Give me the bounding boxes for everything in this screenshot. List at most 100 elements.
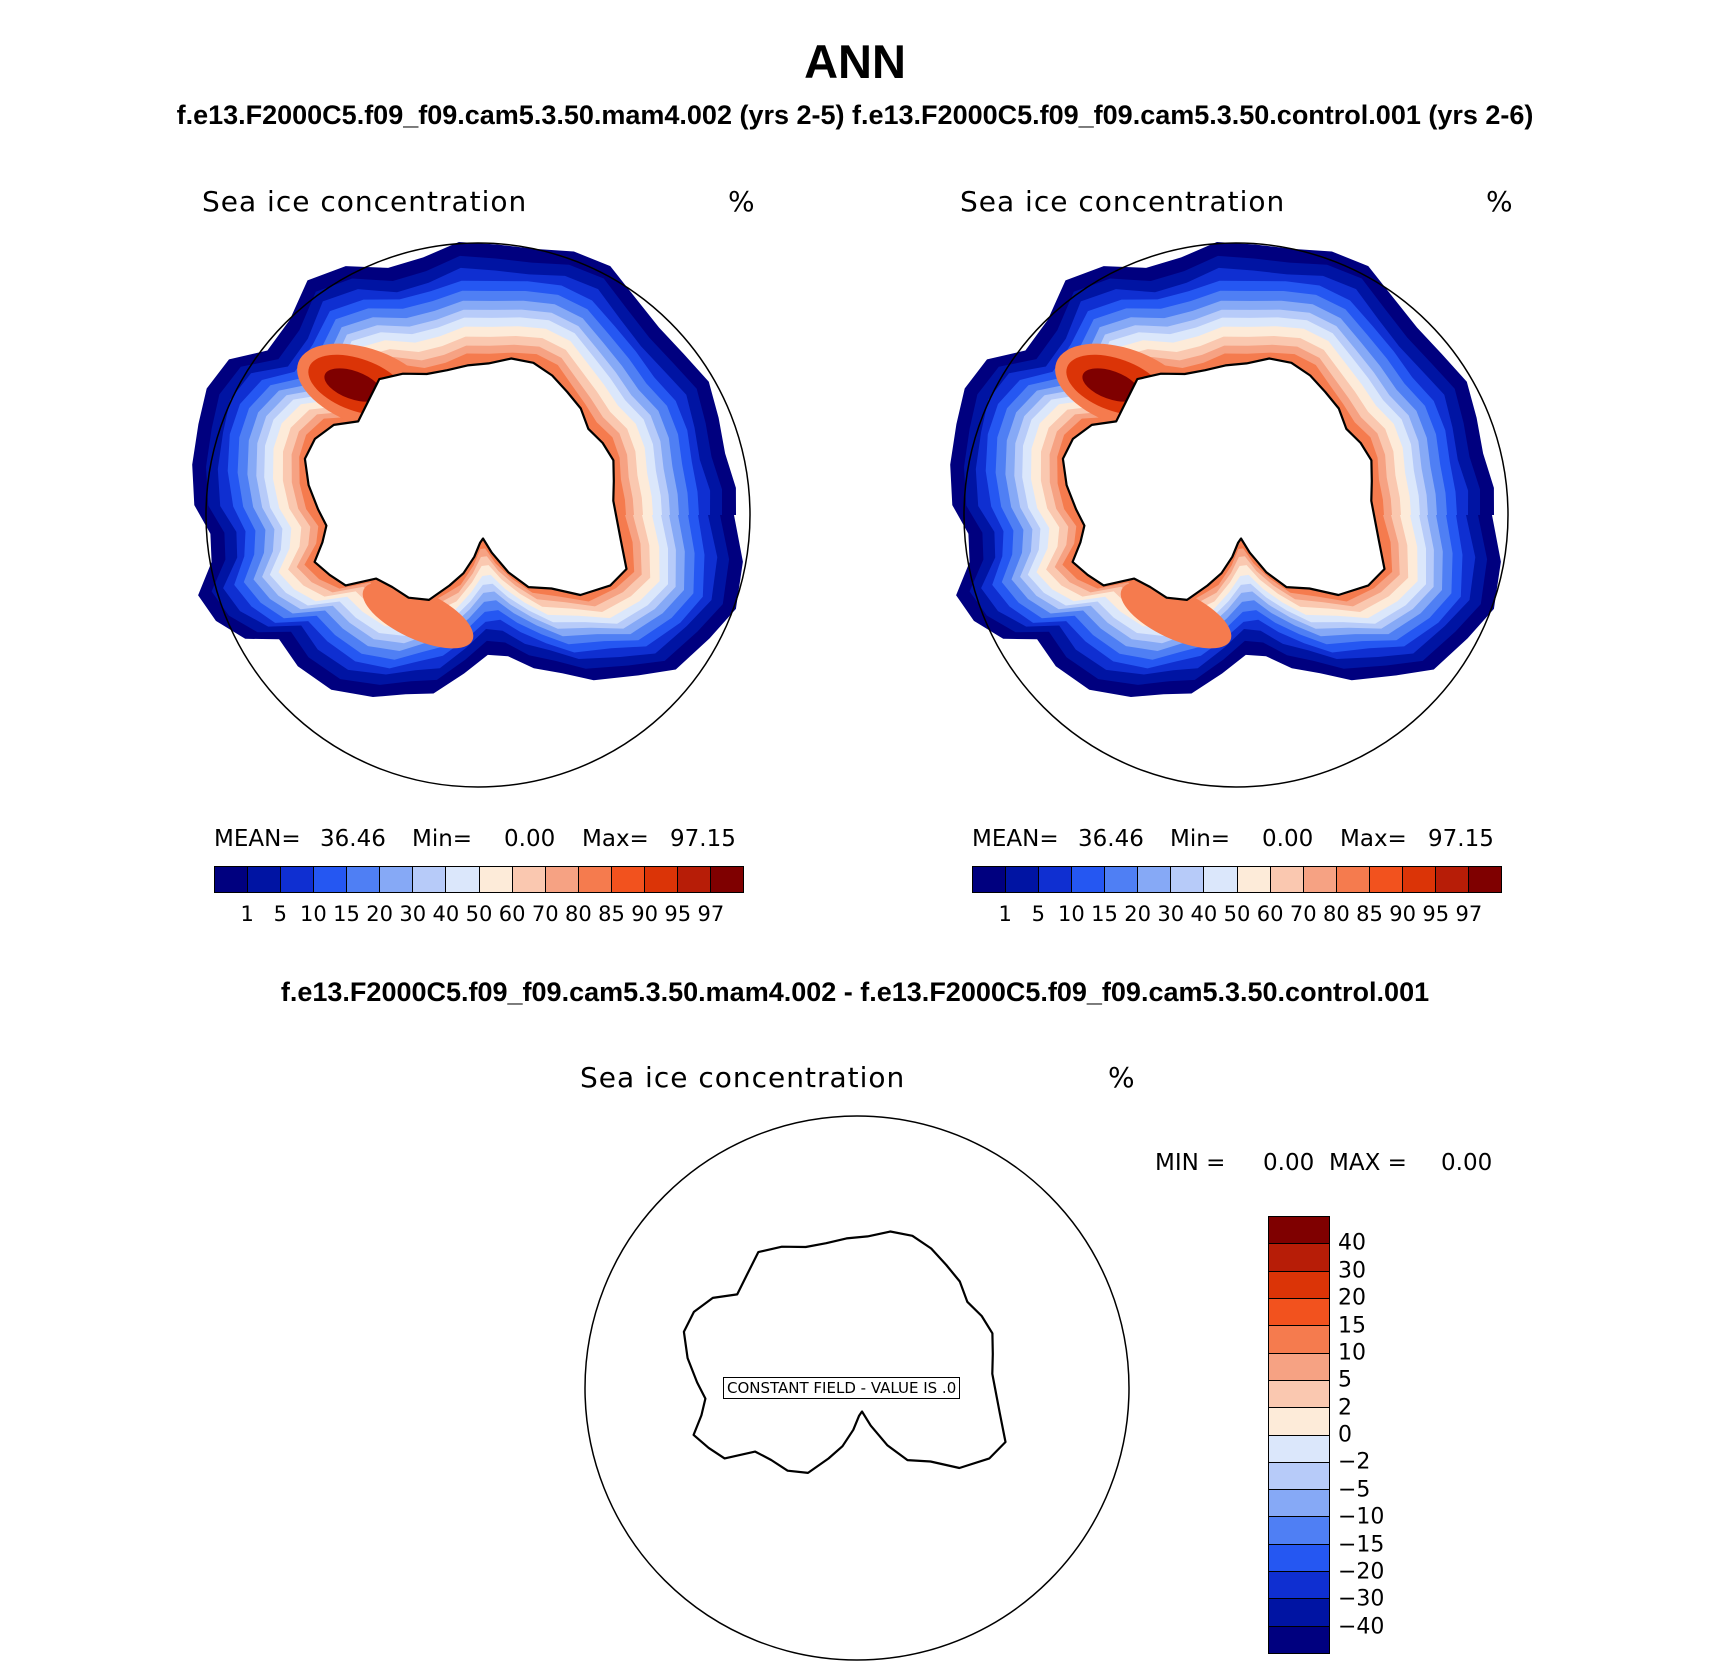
- colorbar-tick-label: 50: [1223, 902, 1251, 926]
- colorbar-tick-label: 10: [1058, 902, 1085, 926]
- cases-title: f.e13.F2000C5.f09_f09.cam5.3.50.mam4.002…: [176, 100, 1534, 130]
- colorbar-tick-label: −5: [1338, 1477, 1371, 1503]
- map-boundary-circle: [205, 242, 751, 788]
- colorbar-swatch: [677, 867, 711, 892]
- panel3-min-value: 0.00: [1263, 1150, 1315, 1176]
- colorbar-swatch: [1269, 1244, 1329, 1272]
- colorbar-swatch: [1269, 1217, 1329, 1245]
- panel1-colorbar: [214, 866, 744, 893]
- colorbar-swatch: [1269, 1435, 1329, 1463]
- colorbar-swatch: [413, 867, 447, 892]
- colorbar-swatch: [1204, 867, 1238, 892]
- panel1-units: %: [728, 185, 756, 218]
- colorbar-tick-label: 60: [1256, 902, 1284, 926]
- constant-field-label: CONSTANT FIELD - VALUE IS .0: [723, 1377, 961, 1399]
- panel3-min-label: MIN =: [1155, 1150, 1226, 1176]
- panel2-min-value: 0.00: [1262, 826, 1314, 852]
- colorbar-tick-label: 20: [1338, 1285, 1366, 1311]
- panel1-mean-value: 36.46: [320, 826, 386, 852]
- panel3-units: %: [1108, 1061, 1136, 1094]
- colorbar-swatch: [644, 867, 678, 892]
- colorbar-swatch: [347, 867, 381, 892]
- colorbar-swatch: [1269, 1572, 1329, 1600]
- panel3-colorbar-ticks: 40 30 20 15 10 5 2 0 −2 −5 −10 −15 −20 −30 −40: [1338, 1216, 1398, 1654]
- colorbar-swatch: [281, 867, 315, 892]
- panel2-colorbar-ticks: 1 5 10 15 20 30 40 50 60 70 80 85 90 95 97: [972, 902, 1502, 928]
- colorbar-swatch: [380, 867, 414, 892]
- colorbar-swatch: [1039, 867, 1073, 892]
- panel2-variable: Sea ice concentration: [960, 185, 1286, 218]
- colorbar-swatch: [1402, 867, 1436, 892]
- colorbar-tick-label: 15: [1091, 902, 1118, 926]
- colorbar-swatch: [1269, 1326, 1329, 1354]
- colorbar-swatch: [973, 867, 1007, 892]
- colorbar-tick-label: 15: [333, 902, 360, 926]
- colorbar-swatch: [248, 867, 282, 892]
- colorbar-swatch: [1369, 867, 1403, 892]
- antarctica-coastline: [682, 1230, 1007, 1474]
- colorbar-tick-label: 90: [1389, 902, 1416, 926]
- colorbar-tick-label: 70: [1289, 902, 1317, 926]
- colorbar-tick-label: 60: [498, 902, 526, 926]
- ice-patch-weddell: [324, 368, 382, 402]
- panel1-min-value: 0.00: [504, 826, 556, 852]
- colorbar-swatch: [1269, 1271, 1329, 1299]
- panel2-colorbar: [972, 866, 1502, 893]
- colorbar-swatch: [710, 867, 743, 892]
- colorbar-swatch: [611, 867, 645, 892]
- panel1-colorbar-ticks: 1 5 10 15 20 30 40 50 60 70 80 85 90 95 97: [214, 902, 744, 928]
- ice-patch-ross: [362, 581, 474, 649]
- colorbar-swatch: [1269, 1353, 1329, 1381]
- colorbar-tick-label: 0: [1338, 1422, 1352, 1448]
- colorbar-swatch: [1269, 1380, 1329, 1409]
- season-title: ANN: [804, 35, 906, 88]
- colorbar-tick-label: 40: [1338, 1230, 1366, 1256]
- antarctica-coastline: [303, 357, 628, 601]
- colorbar-tick-label: 85: [1356, 902, 1383, 926]
- colorbar-tick-label: −15: [1338, 1532, 1385, 1557]
- colorbar-swatch: [1303, 867, 1337, 892]
- colorbar-tick-label: 50: [465, 902, 493, 926]
- colorbar-tick-label: 95: [664, 902, 692, 926]
- colorbar-tick-label: 30: [399, 902, 427, 926]
- colorbar-swatch: [1269, 1544, 1329, 1573]
- colorbar-tick-label: 40: [1190, 902, 1218, 926]
- colorbar-swatch: [1006, 867, 1040, 892]
- colorbar-tick-label: 20: [366, 902, 393, 926]
- colorbar-swatch: [1138, 867, 1172, 892]
- panel3-max-label: MAX =: [1329, 1150, 1407, 1176]
- ice-patch-weddell: [1082, 368, 1140, 402]
- colorbar-swatch: [1269, 1599, 1329, 1627]
- colorbar-tick-label: −30: [1338, 1586, 1385, 1612]
- colorbar-tick-label: 2: [1338, 1395, 1352, 1421]
- colorbar-tick-label: 15: [1338, 1313, 1366, 1338]
- colorbar-swatch: [512, 867, 546, 892]
- panel1-polar-map: [192, 242, 751, 788]
- colorbar-swatch: [1435, 867, 1469, 892]
- colorbar-tick-label: −40: [1338, 1614, 1385, 1640]
- panel1-variable: Sea ice concentration: [202, 185, 528, 218]
- panel2-polar-map: [950, 242, 1509, 788]
- colorbar-tick-label: 1: [240, 902, 254, 926]
- panel2-min-label: Min=: [1170, 826, 1231, 852]
- colorbar-tick-label: −2: [1338, 1449, 1371, 1475]
- colorbar-tick-label: 85: [598, 902, 625, 926]
- map-boundary-circle: [963, 242, 1509, 788]
- colorbar-swatch: [1105, 867, 1139, 892]
- antarctica-coastline: [1061, 357, 1386, 601]
- panel3-stats: MIN = 0.00 MAX = 0.00: [1155, 1150, 1515, 1180]
- colorbar-tick-label: 5: [1031, 902, 1045, 926]
- colorbar-tick-label: −10: [1338, 1504, 1385, 1530]
- panel1-max-label: Max=: [582, 826, 649, 852]
- colorbar-swatch: [1171, 867, 1205, 892]
- colorbar-swatch: [1269, 1298, 1329, 1327]
- colorbar-tick-label: 97: [1455, 902, 1483, 926]
- colorbar-swatch: [578, 867, 612, 892]
- colorbar-tick-label: 80: [565, 902, 592, 926]
- colorbar-tick-label: 95: [1422, 902, 1450, 926]
- colorbar-swatch: [545, 867, 579, 892]
- panel2-mean-value: 36.46: [1078, 826, 1144, 852]
- panel1-min-label: Min=: [412, 826, 473, 852]
- colorbar-swatch: [1269, 1517, 1329, 1545]
- colorbar-tick-label: 30: [1157, 902, 1185, 926]
